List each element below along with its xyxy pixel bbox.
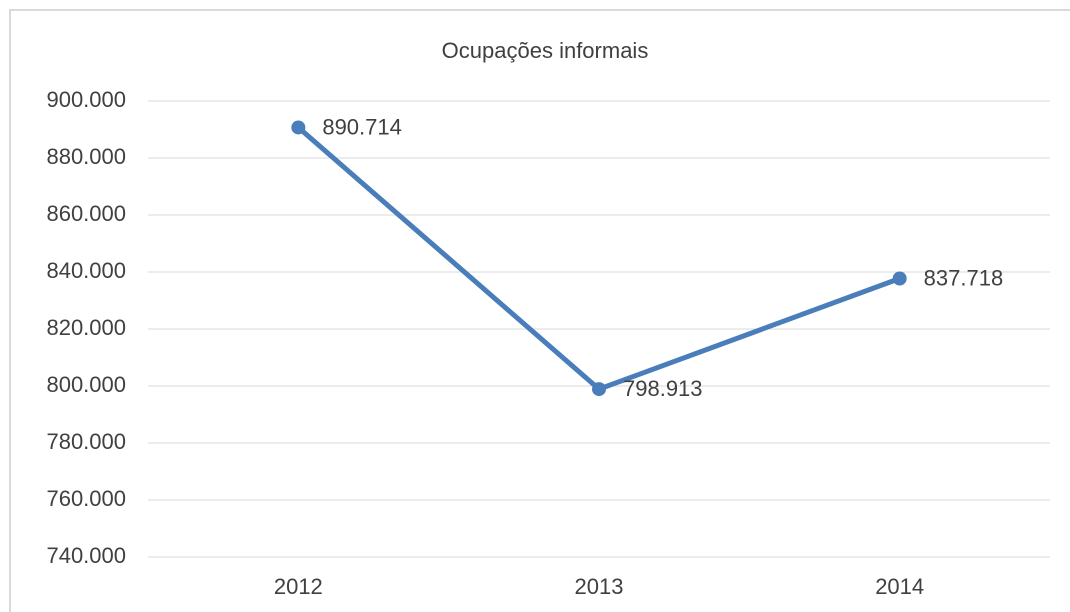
y-tick-label: 900.000 xyxy=(46,87,126,112)
y-tick-label: 820.000 xyxy=(46,315,126,340)
data-label: 890.714 xyxy=(322,114,402,139)
x-tick-label: 2012 xyxy=(274,574,323,599)
y-tick-label: 880.000 xyxy=(46,144,126,169)
data-label: 798.913 xyxy=(623,376,703,401)
x-tick-label: 2014 xyxy=(875,574,924,599)
data-point xyxy=(892,271,907,286)
y-tick-label: 860.000 xyxy=(46,201,126,226)
x-tick-label: 2013 xyxy=(575,574,624,599)
y-tick-label: 760.000 xyxy=(46,486,126,511)
data-point xyxy=(291,120,306,135)
y-tick-label: 780.000 xyxy=(46,429,126,454)
data-point xyxy=(592,382,606,397)
y-tick-label: 740.000 xyxy=(46,543,126,568)
data-label: 837.718 xyxy=(924,265,1004,290)
chart-title: Ocupações informais xyxy=(442,38,649,63)
y-tick-label: 800.000 xyxy=(46,372,126,397)
chart-border xyxy=(9,9,1070,612)
y-tick-label: 840.000 xyxy=(46,258,126,283)
